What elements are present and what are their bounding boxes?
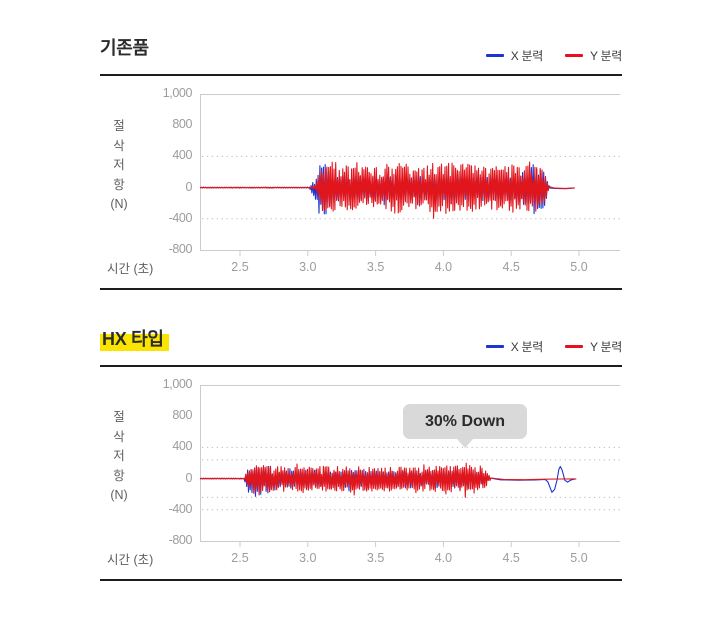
y-series-line [200, 462, 577, 498]
legend-item-y: Y 분력 [564, 47, 622, 64]
y-axis-unit-char: (N) [110, 197, 128, 212]
legend-item-x: X 분력 [485, 47, 544, 64]
y-axis-unit-char: 절 [113, 410, 125, 424]
chart-title-text-highlighted: HX 타입 [100, 329, 169, 351]
waveform-chart-hx [200, 385, 620, 547]
y-tick-label: 800 [172, 408, 192, 423]
y-series-dash-icon [564, 345, 583, 348]
callout-30-percent-down: 30% Down [403, 404, 527, 439]
x-tick-label: 5.0 [570, 260, 588, 274]
x-axis-tick-labels: 2.5 3.0 3.5 4.0 4.5 5.0 [200, 260, 620, 276]
y-axis-unit-label: 절 삭 저 항 (N) [104, 117, 134, 215]
x-tick-label: 3.0 [299, 260, 317, 274]
x-tick-label: 5.0 [570, 551, 588, 565]
chart-title-existing: 기존품 [100, 34, 149, 60]
y-axis-unit-char: 저 [113, 158, 125, 173]
x-tick-label: 2.5 [231, 260, 249, 274]
section-separator [100, 579, 622, 581]
x-axis-unit-label: 시간 (초) [107, 553, 154, 567]
x-tick-label: 4.5 [502, 260, 520, 274]
y-axis-unit-label: 절 삭 저 항 (N) [104, 408, 134, 506]
x-tick-label: 2.5 [231, 551, 249, 565]
title-separator [100, 365, 622, 367]
x-tick-label: 3.5 [366, 260, 385, 274]
legend-item-x: X 분력 [485, 338, 544, 355]
y-axis-unit-char: 절 [113, 119, 125, 133]
y-axis-tick-labels: 1,000 800 400 0 -400 -800 [138, 377, 193, 547]
y-tick-label: -800 [168, 242, 193, 256]
y-tick-label: 800 [172, 117, 192, 132]
y-tick-label: -400 [168, 501, 193, 516]
legend-label-x: X 분력 [510, 340, 544, 354]
legend: X 분력 Y 분력 [485, 338, 622, 355]
x-tick-label: 4.0 [434, 260, 453, 274]
y-tick-label: 0 [185, 470, 192, 485]
x-tick-label: 4.0 [434, 551, 453, 565]
y-axis-tick-labels: 1,000 800 400 0 -400 -800 [138, 86, 193, 256]
y-tick-label: 0 [185, 179, 192, 194]
title-separator [100, 74, 622, 76]
legend-item-y: Y 분력 [564, 338, 622, 355]
chart-section-existing: 기존품 X 분력 Y 분력 절 삭 저 항 (N) 1,000 800 400 0 -400 -8… [0, 0, 720, 291]
y-tick-label: -800 [168, 533, 193, 547]
y-tick-label: 400 [172, 439, 192, 454]
waveform-chart-existing [200, 94, 620, 256]
legend-label-y: Y 분력 [589, 340, 622, 354]
chart-title-text: 기존품 [100, 38, 149, 58]
y-tick-label: 1,000 [162, 86, 193, 100]
section-separator [100, 288, 622, 290]
y-axis-unit-char: 저 [113, 449, 125, 464]
legend-label-x: X 분력 [510, 49, 544, 63]
x-tick-label: 3.0 [299, 551, 317, 565]
y-tick-label: 1,000 [162, 377, 193, 391]
x-tick-label: 3.5 [366, 551, 385, 565]
x-axis-tick-labels: 2.5 3.0 3.5 4.0 4.5 5.0 [200, 551, 620, 567]
y-series-line [200, 161, 575, 219]
y-axis-unit-char: 삭 [113, 429, 125, 444]
y-axis-unit-char: 항 [113, 177, 125, 192]
chart-section-hx: HX 타입 X 분력 Y 분력 절 삭 저 항 (N) 1,000 800 400 0 -400… [0, 291, 720, 582]
y-axis-unit-char: 삭 [113, 138, 125, 153]
x-tick-label: 4.5 [502, 551, 520, 565]
y-tick-label: 400 [172, 148, 192, 163]
legend-label-y: Y 분력 [589, 49, 622, 63]
x-axis-unit-label: 시간 (초) [107, 262, 154, 276]
y-axis-unit-char: (N) [110, 488, 128, 503]
y-series-dash-icon [564, 54, 583, 57]
y-tick-label: -400 [168, 210, 193, 225]
y-axis-unit-char: 항 [113, 468, 125, 483]
x-series-dash-icon [485, 345, 504, 348]
chart-title-hx: HX 타입 [100, 325, 169, 351]
legend: X 분력 Y 분력 [485, 47, 622, 64]
x-series-dash-icon [485, 54, 504, 57]
